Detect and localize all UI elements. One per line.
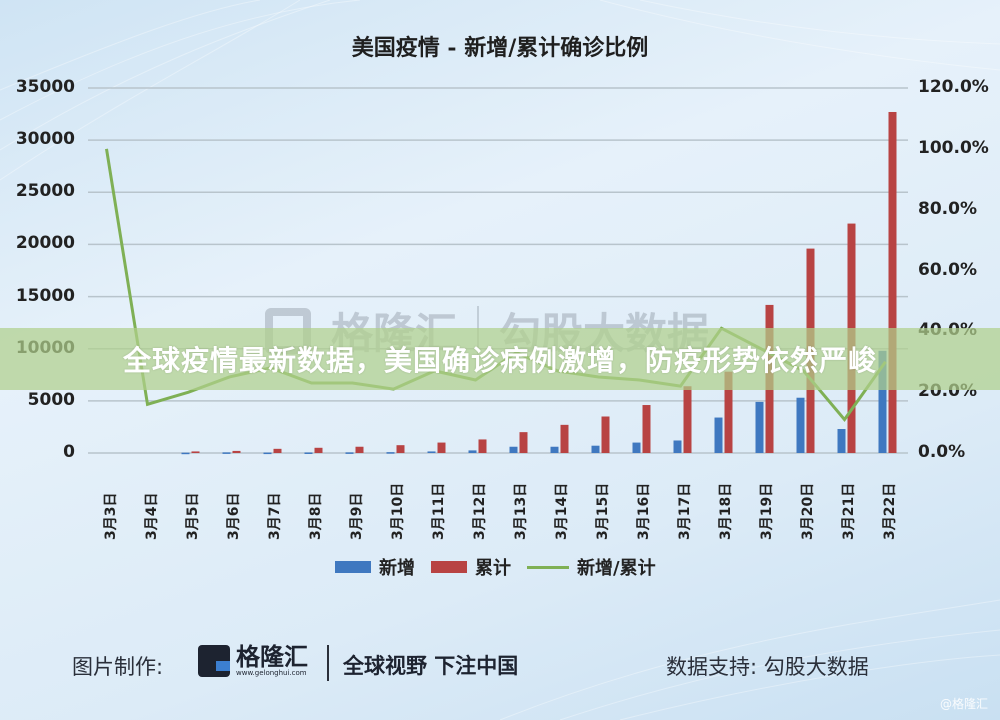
x-tick-label: 3月20日 (799, 482, 816, 540)
x-tick-label: 3月22日 (881, 482, 898, 540)
legend-item-cumulative: 累计 (431, 554, 511, 580)
bar-cumulative (560, 424, 569, 453)
bar-new (550, 446, 559, 453)
footer-divider (327, 645, 329, 681)
bar-new (878, 350, 887, 453)
bar-cumulative (601, 416, 610, 453)
bar-cumulative (478, 439, 487, 453)
bar-new (222, 452, 231, 454)
legend-item-new: 新增 (335, 554, 415, 580)
bar-cumulative (355, 446, 364, 453)
y2-tick-label: 80.0% (918, 198, 977, 219)
x-tick-label: 3月11日 (430, 482, 447, 540)
bar-new (468, 450, 477, 453)
bar-cumulative (396, 445, 405, 453)
bar-cumulative (724, 371, 733, 453)
x-tick-label: 3月10日 (389, 482, 406, 540)
x-tick-label: 3月9日 (348, 492, 365, 540)
legend-swatch-blue-icon (335, 561, 371, 573)
y2-tick-label: 0.0% (918, 442, 966, 462)
x-tick-label: 3月19日 (758, 482, 775, 540)
x-tick-label: 3月13日 (512, 482, 529, 540)
y-tick-label: 30000 (15, 129, 75, 150)
bar-new (427, 451, 436, 453)
bar-cumulative (888, 111, 897, 453)
legend-swatch-red-icon (431, 561, 467, 573)
x-tick-label: 3月5日 (184, 492, 201, 540)
bar-new (181, 452, 190, 455)
legend-label-new: 新增 (379, 558, 415, 579)
x-tick-label: 3月14日 (553, 482, 570, 540)
brand-url: www.gelonghui.com (236, 669, 307, 677)
x-tick-label: 3月15日 (594, 482, 611, 540)
bar-new (755, 401, 764, 453)
bar-cumulative (191, 451, 200, 453)
bar-new (714, 417, 723, 453)
y-tick-label: 35000 (15, 77, 75, 97)
bar-cumulative (519, 432, 528, 453)
headline-banner: 全球疫情最新数据，美国确诊病例激增，防疫形势依然严峻 (0, 328, 1000, 390)
y-tick-label: 20000 (15, 233, 75, 254)
x-tick-label: 3月12日 (471, 482, 488, 540)
data-support: 数据支持: 勾股大数据 (666, 655, 869, 679)
bar-new (673, 440, 682, 453)
x-tick-label: 3月16日 (635, 482, 652, 540)
y-tick-label: 5000 (27, 389, 75, 410)
y-tick-label: 0 (63, 442, 75, 462)
bar-new (345, 452, 354, 454)
gelonghui-logo-icon (198, 645, 230, 677)
x-tick-label: 3月7日 (266, 492, 283, 540)
brand-name: 格隆汇 (236, 643, 308, 671)
y-tick-label: 15000 (15, 285, 75, 306)
x-tick-label: 3月3日 (102, 492, 119, 540)
corner-watermark: @格隆汇 (939, 697, 988, 711)
bar-new (837, 429, 846, 453)
bar-cumulative (314, 447, 323, 453)
y2-tick-label: 60.0% (918, 259, 977, 280)
legend-item-ratio: 新增/累计 (527, 554, 656, 580)
bar-new (632, 442, 641, 453)
bar-new (263, 452, 272, 455)
bar-new (509, 446, 518, 453)
bar-new (386, 452, 395, 454)
x-tick-label: 3月21日 (840, 482, 857, 540)
x-tick-label: 3月8日 (307, 492, 324, 540)
x-tick-label: 3月6日 (225, 492, 242, 540)
legend-line-green-icon (527, 565, 569, 569)
chart-legend: 新增 累计 新增/累计 (335, 554, 664, 580)
y2-tick-label: 100.0% (918, 137, 989, 158)
brand-logo: 格隆汇 www.gelonghui.com (198, 645, 308, 677)
bar-new (304, 452, 313, 454)
slogan: 全球视野 下注中国 (343, 654, 519, 678)
footer: 图片制作: 格隆汇 www.gelonghui.com 全球视野 下注中国 数据… (0, 645, 1000, 685)
bar-cumulative (232, 450, 241, 453)
legend-label-cumulative: 累计 (475, 558, 511, 579)
bar-cumulative (642, 405, 651, 453)
bar-cumulative (273, 448, 282, 453)
bar-new (591, 445, 600, 453)
x-tick-label: 3月17日 (676, 482, 693, 540)
y-tick-label: 25000 (15, 181, 75, 202)
chart-title: 美国疫情 - 新增/累计确诊比例 (351, 35, 649, 61)
bar-cumulative (683, 386, 692, 453)
legend-label-ratio: 新增/累计 (577, 558, 656, 579)
y2-tick-label: 120.0% (918, 77, 989, 97)
x-tick-label: 3月4日 (143, 492, 160, 540)
bar-new (796, 397, 805, 453)
credit-label: 图片制作: (72, 655, 164, 679)
bar-cumulative (437, 442, 446, 453)
x-tick-label: 3月18日 (717, 482, 734, 540)
